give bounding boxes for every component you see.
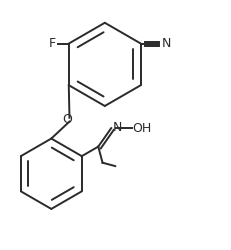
Text: F: F xyxy=(49,37,56,50)
Text: O: O xyxy=(63,113,73,126)
Text: N: N xyxy=(161,37,171,50)
Text: N: N xyxy=(113,121,122,134)
Text: OH: OH xyxy=(132,122,151,135)
